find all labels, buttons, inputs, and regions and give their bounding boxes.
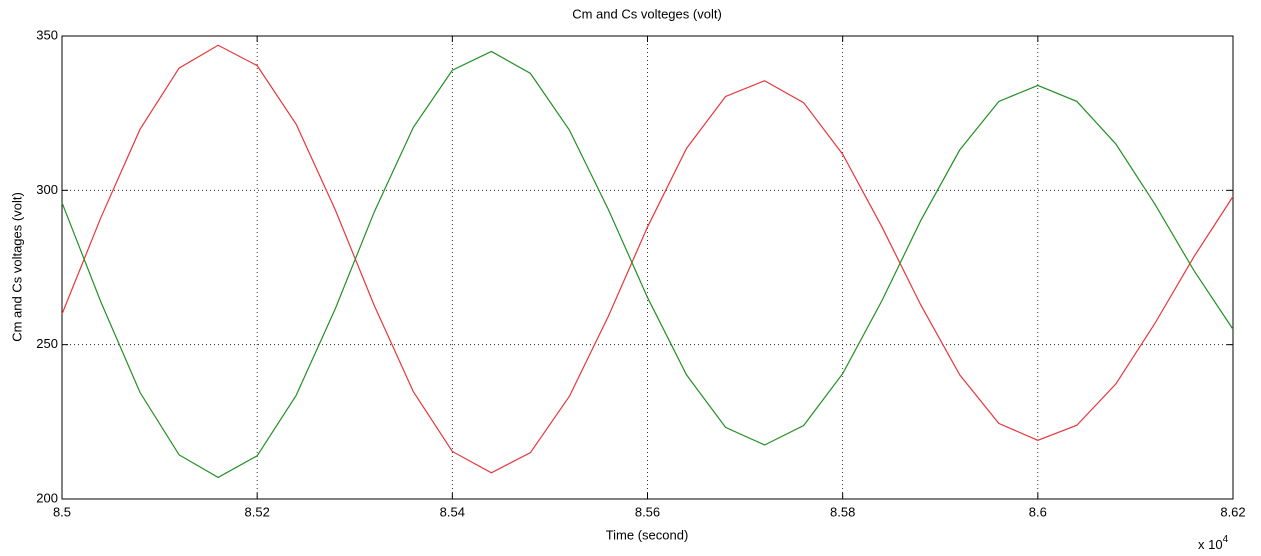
x-tick-label: 8.5 (53, 504, 71, 519)
y-axis-label: Cm and Cs voltages (volt) (9, 192, 24, 342)
line-series (61, 50, 1234, 479)
x-tick-label: 8.52 (245, 504, 270, 519)
y-tick-label: 300 (36, 182, 58, 197)
x-tick-label: 8.54 (440, 504, 465, 519)
x-tick-label: 8.56 (635, 504, 660, 519)
chart-title: Cm and Cs volteges (volt) (572, 6, 722, 21)
y-tick-label: 250 (36, 336, 58, 351)
y-tick-label: 350 (36, 27, 58, 42)
x-tick-label: 8.6 (1029, 504, 1047, 519)
line-series (61, 44, 1234, 474)
x-tick-label: 8.62 (1220, 504, 1245, 519)
x-multiplier-base: x 10 (1198, 537, 1223, 552)
y-tick-label: 200 (36, 490, 58, 505)
x-multiplier: x 104 (1198, 534, 1229, 553)
plot-frame (61, 35, 1234, 500)
x-tick-label: 8.58 (830, 504, 855, 519)
x-multiplier-exponent: 4 (1223, 534, 1229, 545)
x-axis-label: Time (second) (606, 527, 689, 542)
